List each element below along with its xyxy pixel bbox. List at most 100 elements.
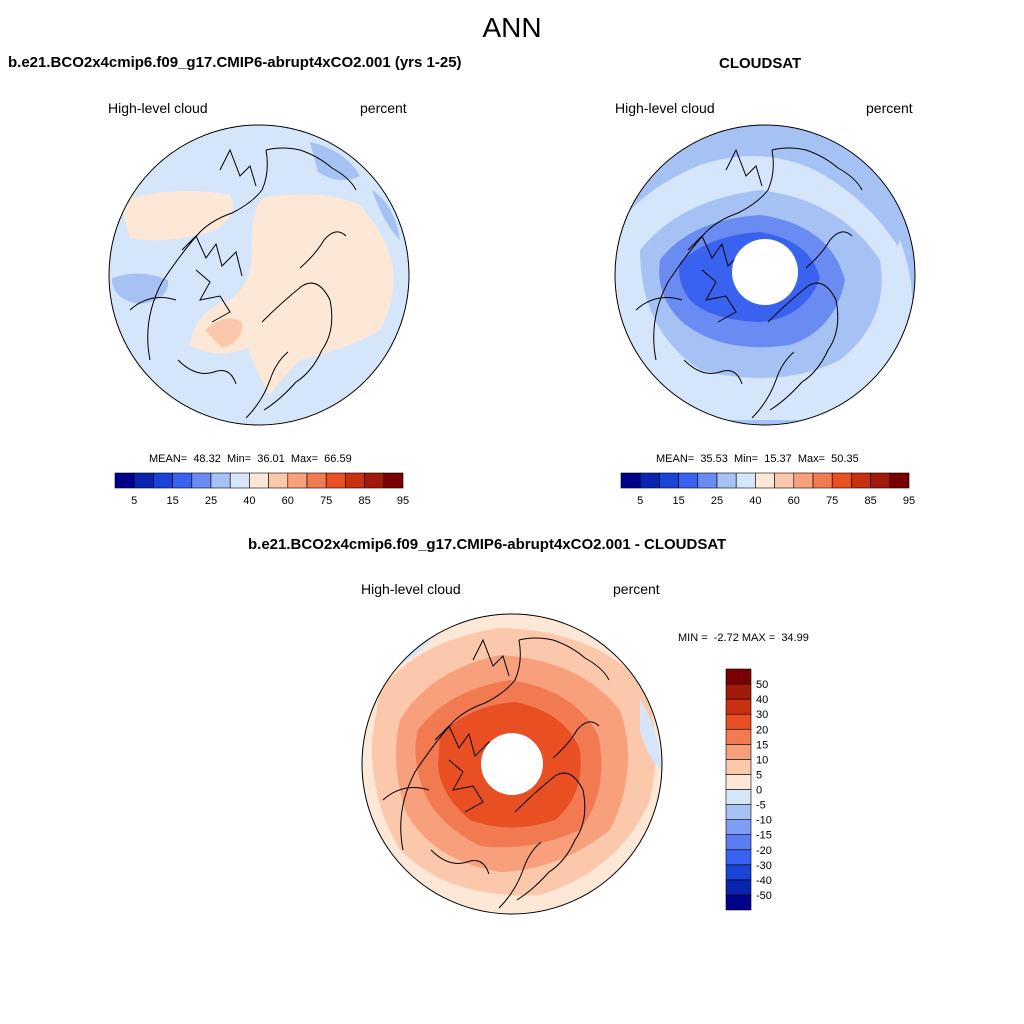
colorbar-diff-swatch: [725, 698, 752, 715]
panel-title-model: b.e21.BCO2x4cmip6.f09_g17.CMIP6-abrupt4x…: [8, 54, 462, 71]
colorbar-obs-tick-label: 75: [826, 495, 838, 507]
colorbar-diff-swatch: [725, 728, 752, 745]
figure-title: ANN: [482, 12, 542, 43]
field-blue: [372, 190, 400, 240]
field-blue: [310, 142, 360, 181]
colorbar-diff-swatch: [725, 849, 752, 866]
colorbar-diff-swatch: [725, 879, 752, 896]
colorbar-obs-swatch: [659, 472, 679, 489]
colorbar-obs-swatch: [812, 472, 833, 489]
missing-data-cap: [481, 733, 543, 795]
colorbar-obs-swatch: [774, 472, 795, 489]
colorbar-model-tick-label: 95: [397, 495, 409, 507]
colorbar-diff-tick-label: -15: [756, 830, 772, 842]
colorbar-obs-swatch: [793, 472, 814, 489]
colorbar-diff-tick-label: -50: [756, 890, 772, 902]
colorbar-diff-swatch: [725, 819, 752, 835]
map-border: [361, 613, 663, 915]
colorbar-model-swatch: [133, 472, 154, 489]
colorbar-diff-swatch: [725, 759, 752, 775]
colorbar-model-tick-label: 25: [205, 495, 217, 507]
units-label-obs: percent: [866, 100, 913, 116]
stats-diff: MIN = -2.72 MAX = 34.99: [678, 632, 809, 644]
colorbar-obs-swatch: [851, 472, 871, 489]
colorbar-diff-swatch: [725, 774, 752, 790]
colorbar-obs-swatch: [735, 472, 756, 489]
map-obs: [614, 124, 916, 426]
map-border: [108, 124, 410, 426]
colorbar-model-tick-label: 40: [243, 495, 255, 507]
colorbar-obs-swatch: [639, 472, 660, 489]
colorbar-model-swatch: [345, 472, 365, 489]
units-label-model: percent: [360, 100, 407, 116]
colorbar-diff-tick-label: 30: [756, 709, 768, 721]
colorbar-obs-swatch: [870, 472, 891, 489]
colorbar-diff-tick-label: 15: [756, 739, 768, 751]
colorbar-model-swatch: [268, 472, 289, 489]
colorbar-model-swatch: [229, 472, 250, 489]
colorbar-model-swatch: [287, 472, 308, 489]
colorbar-obs-swatch: [620, 472, 641, 489]
map-diff: [361, 613, 663, 915]
colorbar-model-swatch: [172, 472, 193, 489]
colorbar-obs-swatch: [678, 472, 699, 489]
colorbar-obs-swatch: [697, 472, 718, 489]
colorbar-model-tick-label: 15: [166, 495, 178, 507]
colorbar-obs-tick-label: 60: [788, 495, 800, 507]
colorbar-diff-tick-label: -20: [756, 845, 772, 857]
colorbar-obs-tick-label: 25: [711, 495, 723, 507]
colorbar-diff-tick-label: 20: [756, 724, 768, 736]
panel-title-diff: b.e21.BCO2x4cmip6.f09_g17.CMIP6-abrupt4x…: [248, 536, 727, 553]
colorbar-obs-tick-label: 95: [903, 495, 915, 507]
coastlines: [382, 637, 610, 909]
colorbar-obs-swatch: [755, 472, 775, 489]
colorbar-diff-tick-label: -40: [756, 875, 772, 887]
colorbar-diff-tick-label: 5: [756, 769, 762, 781]
field-blue: [112, 273, 169, 304]
coastlines: [129, 147, 357, 419]
map-model: [108, 124, 410, 426]
colorbar-model-swatch: [114, 472, 135, 489]
colorbar-model-tick-label: 85: [358, 495, 370, 507]
missing-data-cap: [732, 239, 798, 305]
colorbar-model: 5 15 25 40 60 75 85 95: [114, 472, 409, 507]
colorbar-diff-tick-label: 40: [756, 694, 768, 706]
colorbar-model-swatch: [306, 472, 327, 489]
colorbar-model-swatch: [210, 472, 231, 489]
colorbar-diff-tick-label: -30: [756, 860, 772, 872]
colorbar-obs-tick-label: 5: [637, 495, 643, 507]
colorbar-obs-swatch: [716, 472, 737, 489]
colorbar-model-swatch: [383, 472, 404, 489]
field-light-blue: [640, 700, 662, 770]
colorbar-obs: 5 15 25 40 60 75 85 95: [620, 472, 915, 507]
field-light-blue: [888, 240, 913, 320]
colorbar-diff-swatch: [725, 668, 752, 685]
colorbar-model-tick-label: 60: [282, 495, 294, 507]
colorbar-obs-tick-label: 85: [864, 495, 876, 507]
colorbar-model-tick-label: 75: [320, 495, 332, 507]
variable-label-diff: High-level cloud: [361, 581, 461, 597]
colorbar-model-swatch: [364, 472, 385, 489]
colorbar-diff-swatch: [725, 834, 752, 851]
stats-model: MEAN= 48.32 Min= 36.01 Max= 66.59: [149, 453, 352, 465]
colorbar-obs-tick-label: 15: [672, 495, 684, 507]
colorbar-model-swatch: [191, 472, 212, 489]
colorbar-obs-swatch: [889, 472, 910, 489]
variable-label-model: High-level cloud: [108, 100, 208, 116]
colorbar-diff-swatch: [725, 864, 752, 881]
colorbar-diff-tick-label: 0: [756, 785, 762, 797]
map-border: [614, 124, 916, 426]
colorbar-diff-swatch: [725, 894, 752, 911]
colorbar-obs-tick-label: 40: [749, 495, 761, 507]
colorbar-diff-swatch: [725, 744, 752, 760]
panel-title-obs: CLOUDSAT: [719, 55, 802, 72]
variable-label-obs: High-level cloud: [615, 100, 715, 116]
colorbar-diff-tick-label: -5: [756, 800, 766, 812]
colorbar-model-swatch: [249, 472, 269, 489]
colorbar-diff-swatch: [725, 683, 752, 700]
colorbar-diff-swatch: [725, 789, 752, 805]
colorbar-model-tick-label: 5: [131, 495, 137, 507]
colorbar-diff-swatch: [725, 713, 752, 730]
